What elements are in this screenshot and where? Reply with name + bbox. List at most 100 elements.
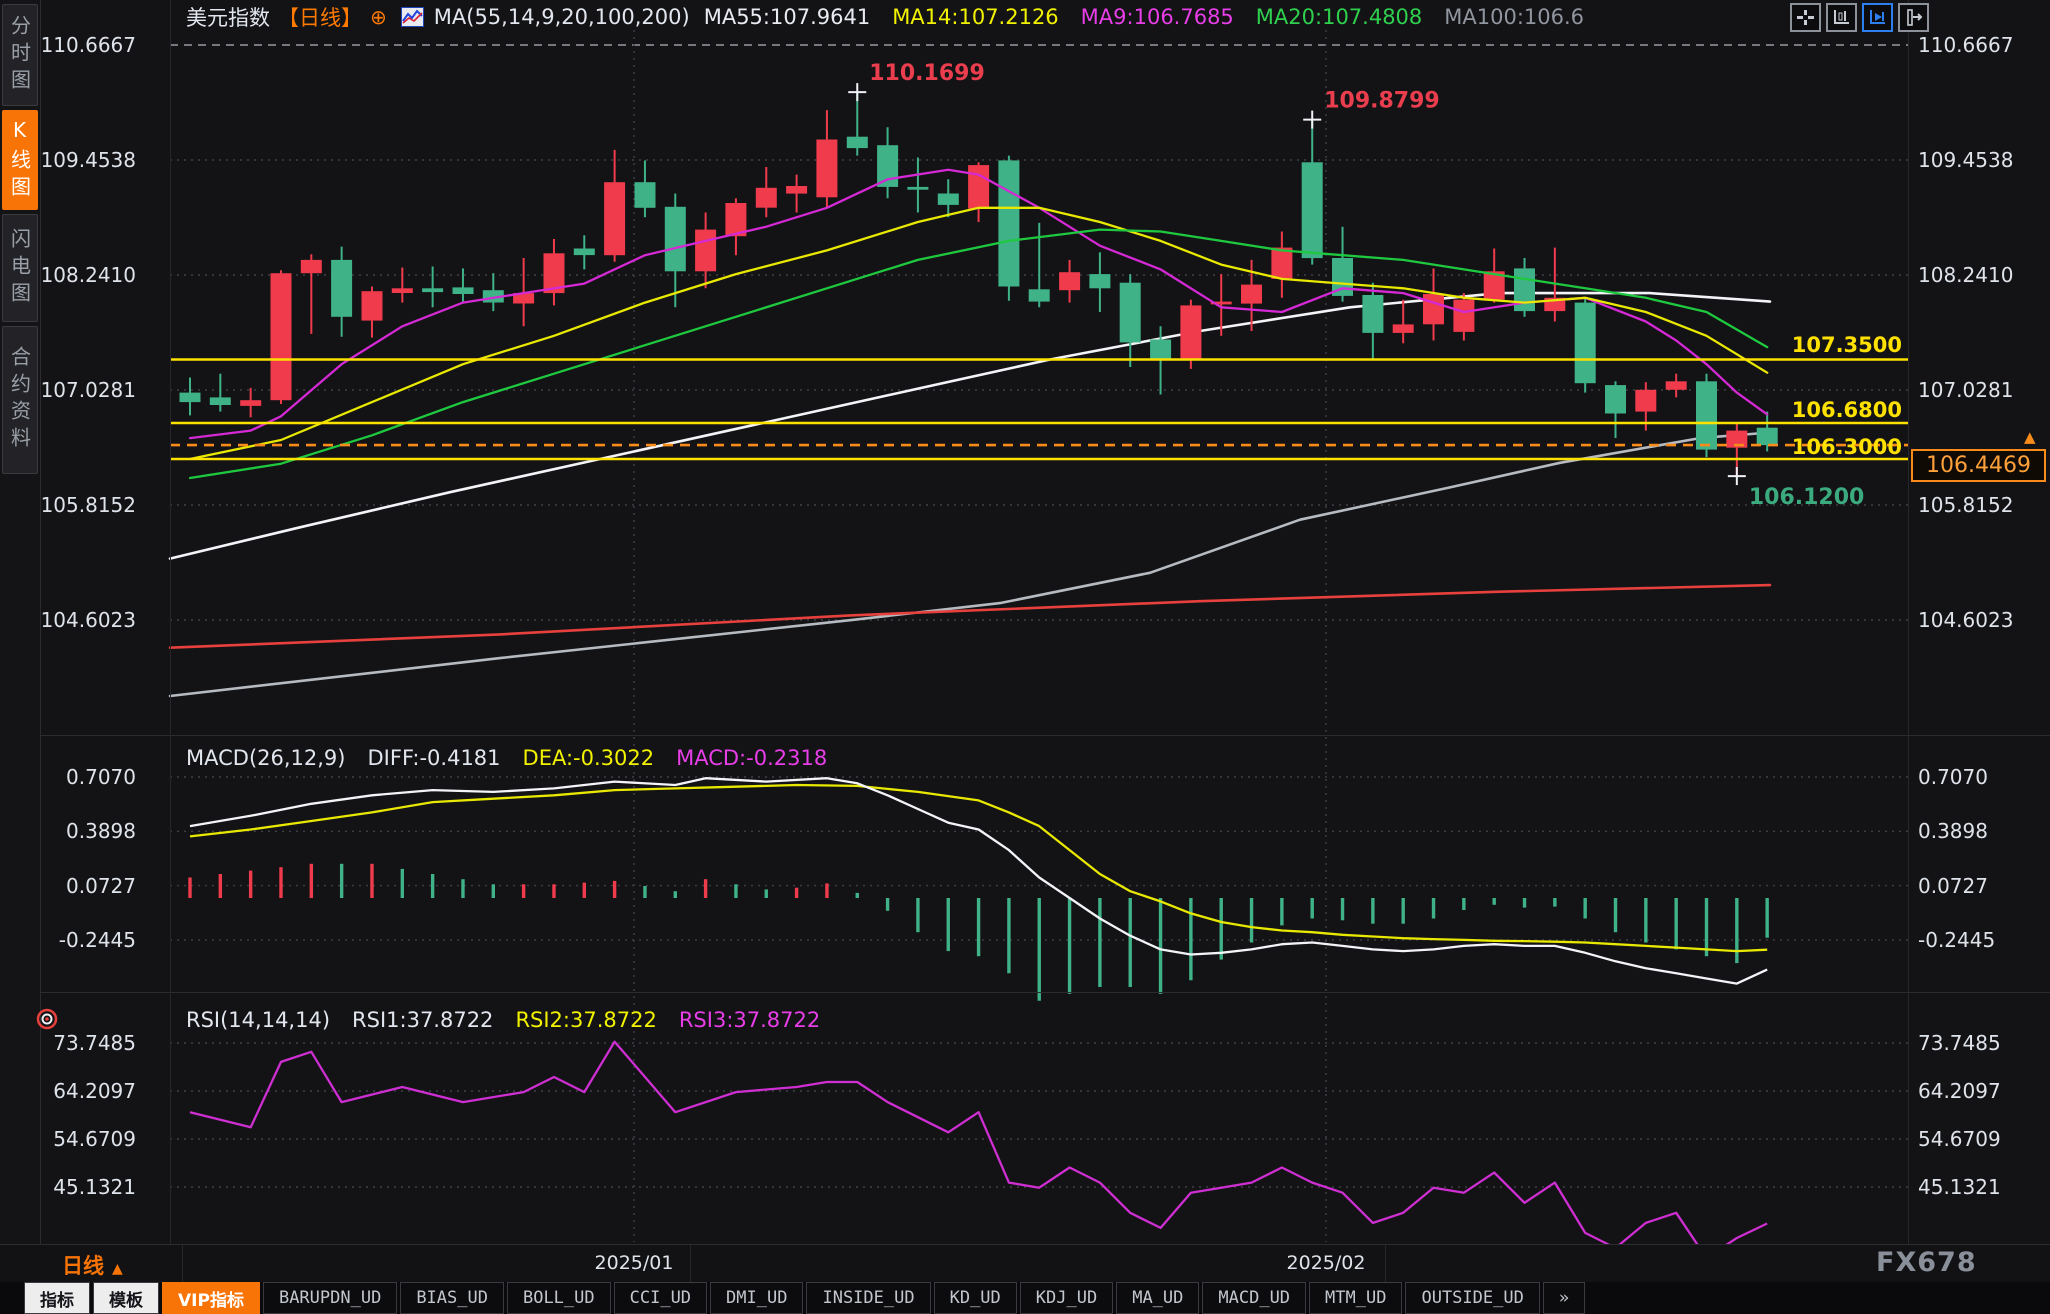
- macd-title[interactable]: MACD(26,12,9): [186, 746, 346, 770]
- current-price-badge: 106.4469: [1911, 449, 2046, 482]
- tab-»[interactable]: »: [1542, 1282, 1586, 1314]
- ma-legend-value-3: MA9:106.7685: [1080, 5, 1234, 29]
- price-tick-right: 107.0281: [1918, 377, 2014, 402]
- rsi-tick-right: 64.2097: [1918, 1078, 2001, 1103]
- ma-legend-value-4: MA20:107.4808: [1255, 5, 1423, 29]
- rsi-line: [189, 1040, 1768, 1260]
- rsi1-value: RSI1:37.8722: [352, 1008, 494, 1032]
- tab-ma_ud[interactable]: MA_UD: [1116, 1282, 1200, 1314]
- ma-legend: MA55:107.9641 MA14:107.2126 MA9:106.7685 MA…: [704, 5, 1584, 29]
- axis-candles-icon[interactable]: [1826, 3, 1857, 32]
- macd-dea-value: DEA:-0.3022: [522, 746, 655, 770]
- price-tick-left: 108.2410: [40, 262, 136, 287]
- axis-play-icon[interactable]: [1862, 3, 1893, 32]
- macd-tick-left: -0.2445: [58, 927, 136, 952]
- sidebar-item-3[interactable]: 闪电图: [2, 214, 38, 322]
- price-up-arrow-icon: ▲: [2024, 428, 2036, 446]
- tab-kd_ud[interactable]: KD_UD: [933, 1282, 1017, 1314]
- pane-divider: [41, 992, 2050, 993]
- sidebar-item-1[interactable]: 分时图: [2, 4, 38, 106]
- axis-shift-icon[interactable]: [1898, 3, 1929, 32]
- tab-vip指标[interactable]: VIP指标: [162, 1282, 260, 1314]
- chart-header: 美元指数 【日线】 ⊕ MA(55,14,9,20,100,200) MA55:…: [186, 3, 1584, 31]
- rsi-header: RSI(14,14,14) RSI1:37.8722 RSI2:37.8722 …: [186, 1008, 820, 1032]
- candles: [179, 92, 1778, 477]
- symbol-name: 美元指数: [186, 6, 270, 30]
- tab-dmi_ud[interactable]: DMI_UD: [710, 1282, 804, 1314]
- indicator-tab-bar: 指标 模板 VIP指标 BARUPDN_UD BIAS_UD BOLL_UD CCI_UD D…: [0, 1282, 2050, 1314]
- rsi-tick-left: 54.6709: [53, 1126, 136, 1151]
- macd-dea-line: [189, 783, 1768, 953]
- tab-模板[interactable]: 模板: [93, 1282, 159, 1314]
- price-tick-right: 105.8152: [1918, 492, 2014, 517]
- period-selector[interactable]: 日线 ▲: [62, 1254, 123, 1278]
- annotation-marker: [1303, 110, 1322, 129]
- macd-tick-right: 0.0727: [1918, 873, 1988, 898]
- chart-toolbar: [1790, 3, 1929, 32]
- rsi-tick-right: 54.6709: [1918, 1126, 2001, 1151]
- ma-legend-value-1: MA55:107.9641: [703, 5, 871, 29]
- overlay-MA55: [168, 291, 1772, 560]
- tab-barupdn_ud[interactable]: BARUPDN_UD: [262, 1282, 398, 1314]
- crosshair-icon[interactable]: [1790, 3, 1821, 32]
- rsi-tick-right: 73.7485: [1918, 1031, 2001, 1055]
- macd-tick-left: 0.7070: [66, 764, 136, 789]
- plot-right-border: [1908, 0, 1909, 1244]
- watermark: FX678: [1876, 1247, 1977, 1278]
- ma-settings: MA(55,14,9,20,100,200): [433, 5, 690, 29]
- left-sidebar: 分时图 K线图闪电图合约资料: [0, 0, 41, 1244]
- tab-macd_ud[interactable]: MACD_UD: [1202, 1282, 1307, 1314]
- macd-tick-left: 0.3898: [66, 819, 136, 844]
- date-label-1: 2025/01: [594, 1252, 674, 1274]
- status-bar: [0, 1244, 2050, 1283]
- period-arrow-icon: ▲: [112, 1261, 123, 1277]
- overlay-MA9: [188, 168, 1769, 440]
- level-label-3[interactable]: 106.3000: [1791, 435, 1902, 459]
- period-tag[interactable]: 【日线】: [278, 6, 362, 30]
- overlay-MA200: [168, 583, 1772, 650]
- macd-tick-left: 0.0727: [66, 873, 136, 898]
- rsi3-value: RSI3:37.8722: [678, 1008, 821, 1032]
- macd-tick-right: 0.3898: [1918, 819, 1988, 844]
- rsi-tick-left: 64.2097: [53, 1078, 136, 1103]
- price-tick-right: 104.6023: [1918, 607, 2014, 632]
- svg-text:110.1699: 110.1699: [869, 61, 985, 86]
- price-tick-left: 105.8152: [40, 492, 136, 517]
- level-label-1[interactable]: 107.3500: [1791, 333, 1902, 357]
- macd-tick-right: -0.2445: [1918, 927, 1996, 952]
- tab-kdj_ud[interactable]: KDJ_UD: [1019, 1282, 1114, 1314]
- macd-diff-line: [189, 777, 1768, 985]
- annotation-marker: [848, 83, 867, 102]
- tab-bias_ud[interactable]: BIAS_UD: [400, 1282, 504, 1314]
- plot-left-border: [170, 0, 171, 1244]
- tab-cci_ud[interactable]: CCI_UD: [613, 1282, 708, 1314]
- overlay-MA20: [188, 228, 1769, 480]
- date-label-2: 2025/02: [1286, 1252, 1366, 1274]
- rsi-tick-right: 45.1321: [1918, 1174, 2001, 1199]
- tab-指标[interactable]: 指标: [24, 1282, 90, 1314]
- level-label-2[interactable]: 106.6800: [1791, 398, 1902, 422]
- annotation-marker: [1727, 467, 1746, 486]
- price-tick-right: 110.6667: [1918, 33, 2014, 57]
- price-tick-right: 109.4538: [1918, 147, 2014, 172]
- sidebar-item-2[interactable]: K线图: [2, 110, 38, 210]
- rsi2-value: RSI2:37.8722: [515, 1008, 657, 1032]
- price-tick-right: 108.2410: [1918, 262, 2014, 287]
- overlay-MA14: [188, 206, 1769, 461]
- rsi-title[interactable]: RSI(14,14,14): [186, 1008, 331, 1032]
- price-tick-left: 109.4538: [40, 147, 136, 172]
- tab-inside_ud[interactable]: INSIDE_UD: [806, 1282, 931, 1314]
- pane-divider: [41, 735, 2050, 736]
- mini-chart-icon: [400, 7, 424, 27]
- tab-boll_ud[interactable]: BOLL_UD: [506, 1282, 611, 1314]
- svg-text:106.1200: 106.1200: [1749, 485, 1865, 510]
- add-indicator-icon[interactable]: ⊕: [370, 5, 387, 29]
- tab-outside_ud[interactable]: OUTSIDE_UD: [1405, 1282, 1540, 1314]
- target-icon[interactable]: [36, 1008, 58, 1034]
- macd-diff-value: DIFF:-0.4181: [367, 746, 501, 770]
- sidebar-item-4[interactable]: 合约资料: [2, 326, 38, 474]
- macd-value: MACD:-0.2318: [676, 746, 828, 770]
- tab-mtm_ud[interactable]: MTM_UD: [1309, 1282, 1403, 1314]
